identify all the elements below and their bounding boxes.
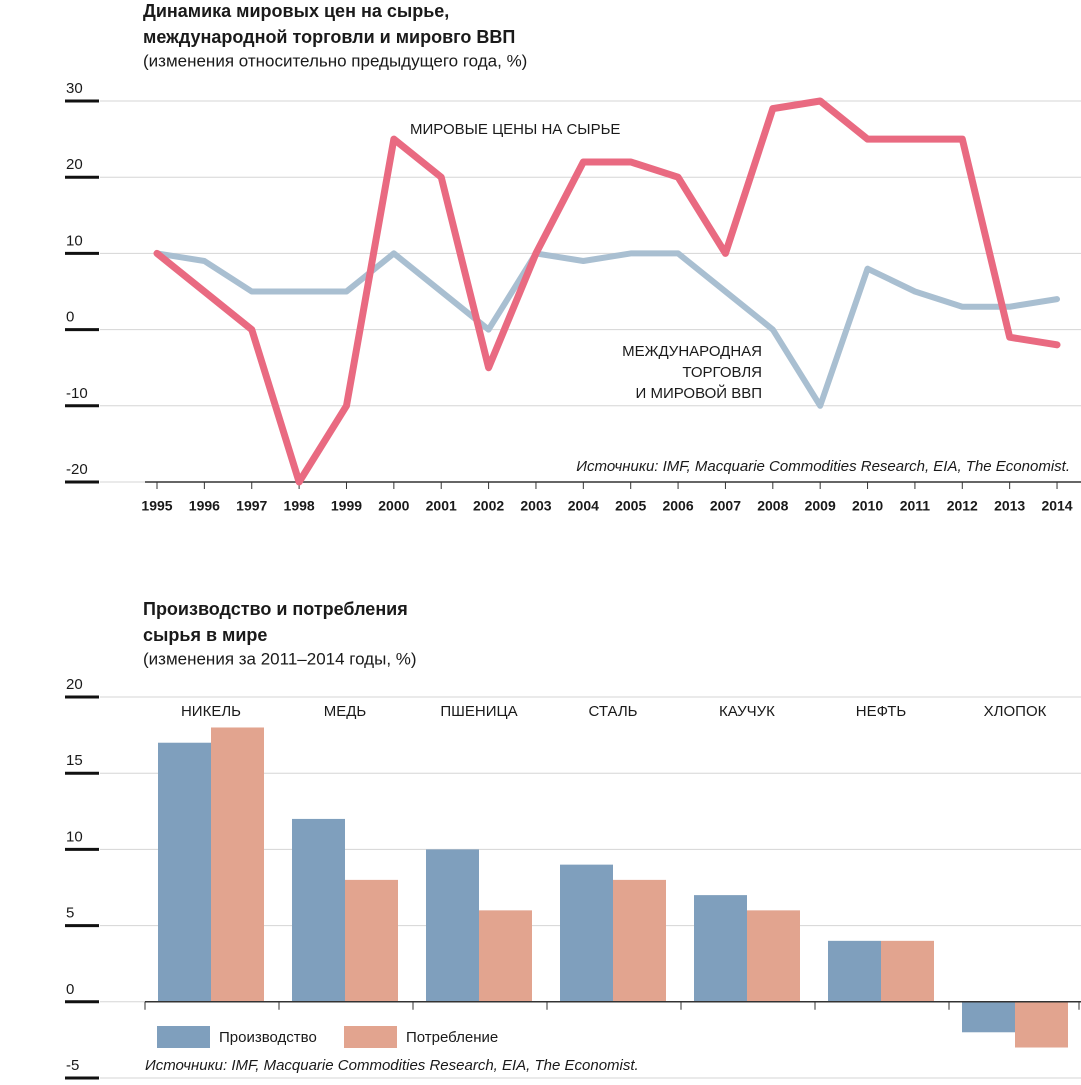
category-label: ПШЕНИЦА [440, 703, 517, 720]
x-tick-label: 2000 [378, 498, 409, 514]
x-tick-label: 2008 [757, 498, 788, 514]
x-tick-label: 2006 [662, 498, 693, 514]
series-line [153, 97, 1061, 486]
x-tick-label: 1998 [284, 498, 315, 514]
bar [158, 742, 211, 1002]
x-tick-label: 2002 [473, 498, 504, 514]
x-tick-label: 2005 [615, 498, 646, 514]
chart-title: международной торговли и мировго ВВП [143, 27, 515, 47]
legend-label: Потребление [406, 1029, 498, 1046]
legend-swatch [157, 1026, 210, 1048]
y-tick-label: 20 [66, 156, 83, 173]
x-tick-label: 1995 [141, 498, 172, 514]
category-label: ХЛОПОК [984, 703, 1047, 720]
category-label: СТАЛЬ [588, 703, 637, 720]
x-tick-label: 2014 [1041, 498, 1072, 514]
bar [694, 895, 747, 1002]
bar [962, 1001, 1015, 1033]
series-label: И МИРОВОЙ ВВП [636, 384, 762, 402]
bar [426, 849, 479, 1002]
bar [747, 910, 800, 1002]
source-note: Источники: IMF, Macquarie Commodities Re… [576, 458, 1070, 475]
series-label: ТОРГОВЛЯ [682, 364, 762, 381]
y-tick-label: 10 [66, 232, 83, 249]
x-tick-label: 2004 [568, 498, 599, 514]
y-tick-label: 0 [66, 309, 74, 326]
series-line [154, 250, 1061, 409]
bar [881, 940, 934, 1002]
x-tick-label: 2009 [805, 498, 836, 514]
bar [560, 864, 613, 1002]
x-tick-label: 1996 [189, 498, 220, 514]
x-tick-label: 2003 [520, 498, 551, 514]
y-tick-label: 0 [66, 981, 74, 998]
x-tick-label: 2012 [947, 498, 978, 514]
chart-subtitle: (изменения за 2011–2014 годы, %) [143, 649, 417, 668]
chart-title: сырья в мире [143, 625, 267, 645]
bar [345, 879, 398, 1002]
category-label: НИКЕЛЬ [181, 703, 241, 720]
x-tick-label: 2013 [994, 498, 1025, 514]
x-tick-label: 2001 [426, 498, 457, 514]
bar [211, 727, 264, 1002]
bar [1015, 1001, 1068, 1048]
y-tick-label: 15 [66, 752, 83, 769]
y-tick-label: 10 [66, 828, 83, 845]
chart-subtitle: (изменения относительно предыдущего года… [143, 51, 527, 70]
chart-title: Динамика мировых цен на сырье, [143, 1, 449, 21]
category-label: НЕФТЬ [856, 703, 907, 720]
category-label: КАУЧУК [719, 703, 775, 720]
y-tick-label: 30 [66, 80, 83, 97]
series-label: МИРОВЫЕ ЦЕНЫ НА СЫРЬЕ [410, 121, 620, 138]
y-tick-label: -20 [66, 461, 88, 478]
bar [292, 818, 345, 1002]
y-tick-label: 5 [66, 905, 74, 922]
y-tick-label: 20 [66, 676, 83, 693]
legend-label: Производство [219, 1029, 317, 1046]
source-note: Источники: IMF, Macquarie Commodities Re… [145, 1057, 639, 1074]
y-tick-label: -5 [66, 1057, 79, 1074]
y-tick-label: -10 [66, 385, 88, 402]
x-tick-label: 1997 [236, 498, 267, 514]
x-tick-label: 2010 [852, 498, 883, 514]
x-tick-label: 2011 [900, 498, 931, 514]
series-label: МЕЖДУНАРОДНАЯ [622, 343, 762, 360]
bar [479, 910, 532, 1002]
x-tick-label: 2007 [710, 498, 741, 514]
category-label: МЕДЬ [324, 703, 367, 720]
x-tick-label: 1999 [331, 498, 362, 514]
bar [613, 879, 666, 1002]
bar [828, 940, 881, 1002]
legend-swatch [344, 1026, 397, 1048]
chart-title: Производство и потребления [143, 599, 408, 619]
